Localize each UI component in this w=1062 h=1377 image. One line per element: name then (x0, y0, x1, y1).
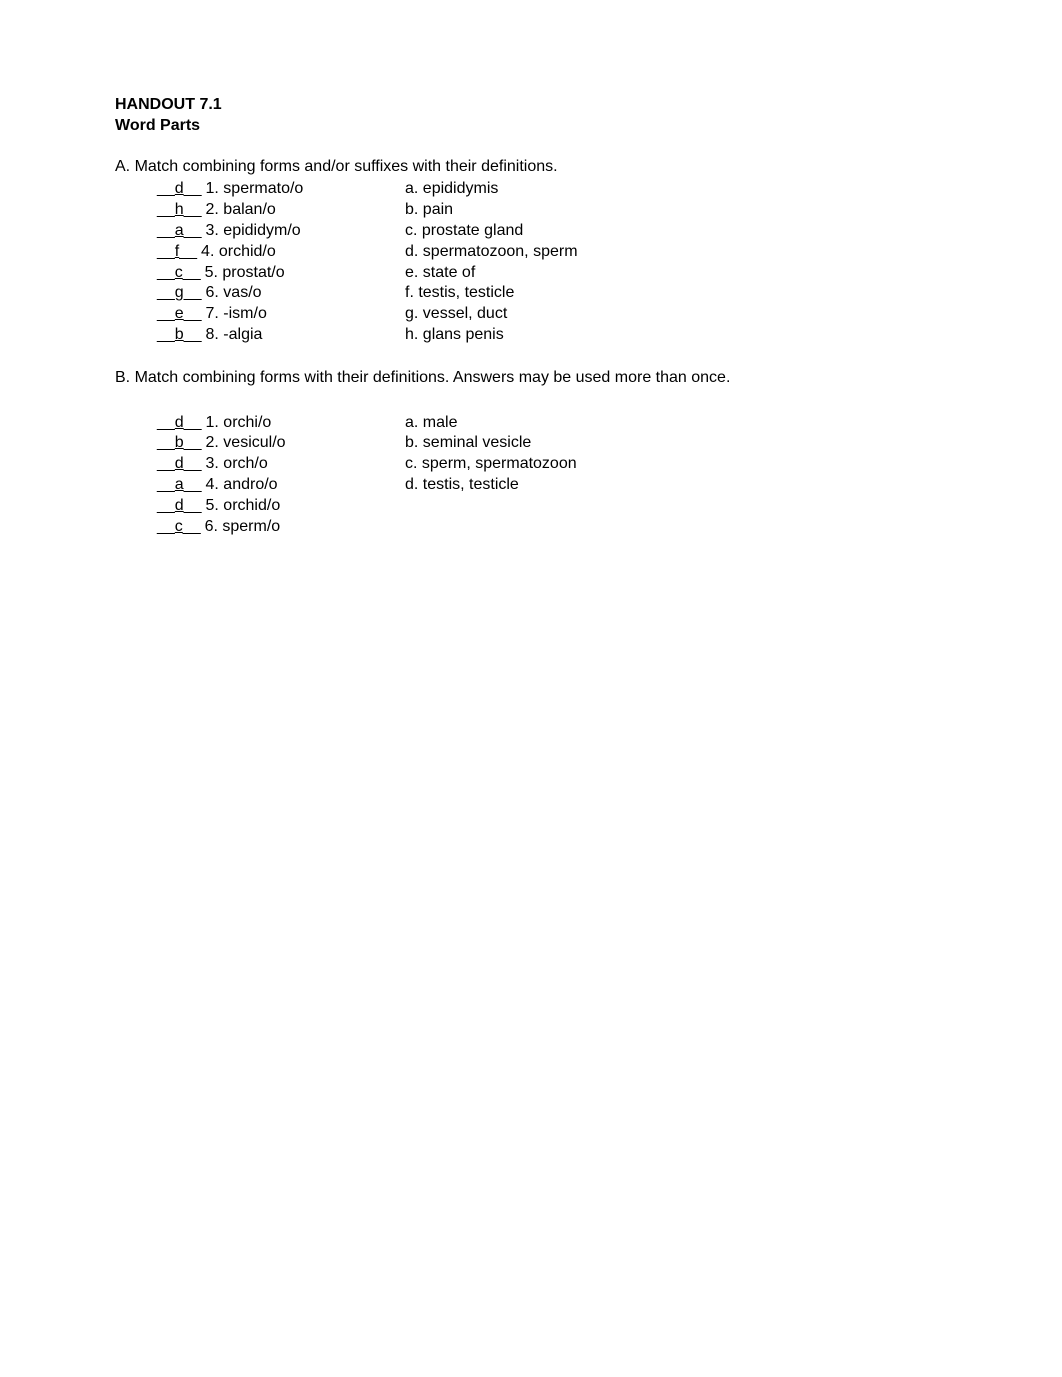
term-text: 6. sperm/o (205, 517, 281, 538)
answer-letter: a (175, 475, 184, 496)
answer-blank: b (157, 325, 202, 346)
match-row: d 1. orchi/o a. male (157, 413, 947, 434)
section-b-intro: B. Match combining forms with their defi… (115, 368, 947, 389)
term-text: 4. andro/o (206, 475, 278, 496)
term-text: 5. prostat/o (205, 263, 285, 284)
answer-blank: d (157, 496, 202, 517)
term-text: 4. orchid/o (201, 242, 276, 263)
term-text: 8. -algia (206, 325, 263, 346)
match-row: a 3. epididym/o c. prostate gland (157, 221, 947, 242)
section-a-table: d 1. spermato/o a. epididymis h 2. balan… (157, 179, 947, 345)
match-row: d 3. orch/o c. sperm, spermatozoon (157, 454, 947, 475)
definition-cell: b. pain (405, 200, 947, 221)
term-cell: d 1. spermato/o (157, 179, 405, 200)
definition-cell: b. seminal vesicle (405, 433, 947, 454)
term-cell: b 8. -algia (157, 325, 405, 346)
match-row: b 8. -algia h. glans penis (157, 325, 947, 346)
handout-header: HANDOUT 7.1 Word Parts (115, 95, 947, 137)
match-row: b 2. vesicul/o b. seminal vesicle (157, 433, 947, 454)
answer-blank: b (157, 433, 202, 454)
answer-blank: a (157, 475, 202, 496)
section-b-table: d 1. orchi/o a. male b 2. vesicul/o b. s… (157, 413, 947, 538)
answer-letter: c (175, 263, 183, 284)
answer-letter: e (175, 304, 184, 325)
answer-letter: c (175, 517, 183, 538)
answer-blank: d (157, 413, 202, 434)
answer-blank: c (157, 517, 201, 538)
definition-cell: c. sperm, spermatozoon (405, 454, 947, 475)
answer-letter: d (175, 179, 184, 200)
handout-number: HANDOUT 7.1 (115, 95, 947, 116)
match-row: g 6. vas/o f. testis, testicle (157, 283, 947, 304)
match-row: d 1. spermato/o a. epididymis (157, 179, 947, 200)
answer-letter: d (175, 413, 184, 434)
term-cell: d 3. orch/o (157, 454, 405, 475)
match-row: d 5. orchid/o (157, 496, 947, 517)
term-cell: e 7. -ism/o (157, 304, 405, 325)
definition-cell: a. epididymis (405, 179, 947, 200)
answer-letter: g (175, 283, 184, 304)
match-row: c 5. prostat/o e. state of (157, 263, 947, 284)
answer-blank: c (157, 263, 201, 284)
term-text: 2. vesicul/o (206, 433, 286, 454)
answer-letter: f (175, 242, 179, 263)
answer-letter: d (175, 454, 184, 475)
section-a-intro: A. Match combining forms and/or suffixes… (115, 157, 947, 178)
match-row: f 4. orchid/o d. spermatozoon, sperm (157, 242, 947, 263)
definition-cell: e. state of (405, 263, 947, 284)
definition-cell (405, 517, 947, 538)
term-text: 3. orch/o (206, 454, 268, 475)
definition-cell (405, 496, 947, 517)
term-cell: c 5. prostat/o (157, 263, 405, 284)
answer-letter: b (175, 433, 184, 454)
term-cell: d 1. orchi/o (157, 413, 405, 434)
term-text: 1. orchi/o (206, 413, 272, 434)
answer-blank: g (157, 283, 202, 304)
term-cell: c 6. sperm/o (157, 517, 405, 538)
answer-blank: f (157, 242, 197, 263)
answer-blank: a (157, 221, 202, 242)
term-cell: a 4. andro/o (157, 475, 405, 496)
definition-cell: c. prostate gland (405, 221, 947, 242)
definition-cell: g. vessel, duct (405, 304, 947, 325)
answer-letter: d (175, 496, 184, 517)
definition-cell: a. male (405, 413, 947, 434)
answer-blank: d (157, 179, 202, 200)
definition-cell: h. glans penis (405, 325, 947, 346)
handout-subtitle: Word Parts (115, 116, 947, 137)
answer-letter: a (175, 221, 184, 242)
term-text: 5. orchid/o (206, 496, 281, 517)
term-text: 7. -ism/o (206, 304, 267, 325)
term-text: 6. vas/o (206, 283, 262, 304)
term-text: 2. balan/o (206, 200, 276, 221)
answer-blank: e (157, 304, 202, 325)
match-row: h 2. balan/o b. pain (157, 200, 947, 221)
term-cell: a 3. epididym/o (157, 221, 405, 242)
definition-cell: f. testis, testicle (405, 283, 947, 304)
term-cell: g 6. vas/o (157, 283, 405, 304)
term-cell: f 4. orchid/o (157, 242, 405, 263)
answer-letter: b (175, 325, 184, 346)
term-text: 3. epididym/o (206, 221, 301, 242)
definition-cell: d. testis, testicle (405, 475, 947, 496)
definition-cell: d. spermatozoon, sperm (405, 242, 947, 263)
answer-letter: h (175, 200, 184, 221)
term-cell: h 2. balan/o (157, 200, 405, 221)
answer-blank: d (157, 454, 202, 475)
match-row: c 6. sperm/o (157, 517, 947, 538)
term-cell: b 2. vesicul/o (157, 433, 405, 454)
term-text: 1. spermato/o (206, 179, 304, 200)
match-row: e 7. -ism/o g. vessel, duct (157, 304, 947, 325)
match-row: a 4. andro/o d. testis, testicle (157, 475, 947, 496)
term-cell: d 5. orchid/o (157, 496, 405, 517)
answer-blank: h (157, 200, 202, 221)
